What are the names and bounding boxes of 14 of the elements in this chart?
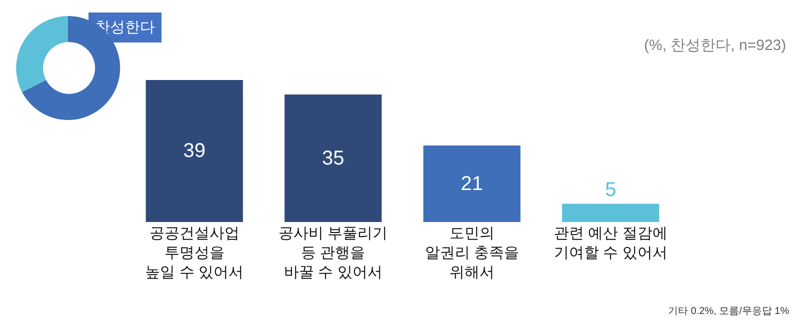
x-tick-label: 공사비 부풀리기 등 관행을 바꿀 수 있어서 <box>278 225 388 281</box>
data-label: 5 <box>605 178 616 201</box>
data-label: 35 <box>322 147 344 170</box>
text: 기타 0.2%, 모름/무응답 1% <box>668 306 790 317</box>
text: (%, 찬성한다, n=923) <box>644 37 786 54</box>
data-label: 39 <box>183 140 206 162</box>
bar <box>146 80 243 222</box>
bar <box>423 146 520 222</box>
bar <box>284 94 382 222</box>
bar <box>562 204 660 222</box>
x-tick-label: 도민의 알권리 충족을 위해서 <box>424 225 519 281</box>
data-label: 21 <box>460 172 483 195</box>
x-tick-label: 관련 예산 절감에 기여할 수 있어서 <box>554 225 668 262</box>
x-tick-label: 공공건설사업 투명성을 높일 수 있어서 <box>145 225 244 281</box>
